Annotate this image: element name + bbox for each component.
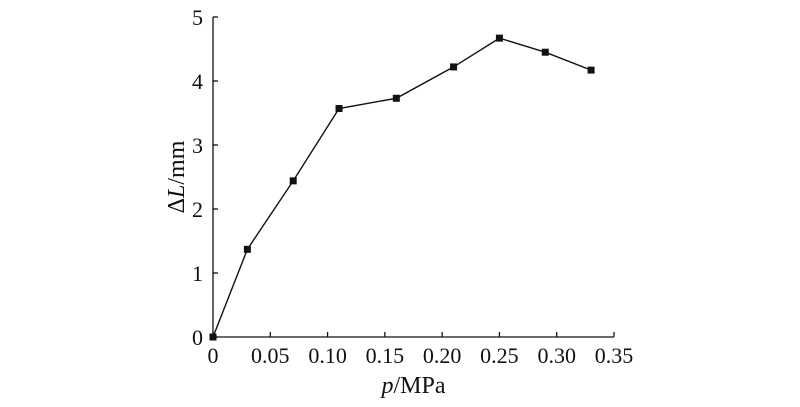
y-tick-label: 5 [192, 5, 203, 30]
data-point [495, 34, 503, 42]
y-tick-label: 0 [192, 325, 203, 350]
y-tick-label: 4 [192, 69, 203, 94]
x-tick-label: 0.35 [595, 343, 634, 368]
y-ticks: 0 1 2 3 4 5 [192, 5, 218, 350]
series-layer [209, 34, 595, 341]
axes [212, 17, 614, 338]
x-tick-label: 0.05 [251, 343, 290, 368]
series-line [212, 37, 592, 338]
x-tick-label: 0.20 [423, 343, 462, 368]
data-point [335, 105, 343, 113]
x-axis-label: p/MPa [379, 373, 445, 399]
y-tick-label: 1 [192, 261, 203, 286]
x-tick-label: 0 [208, 343, 219, 368]
data-point [209, 333, 217, 341]
x-tick-label: 0.15 [366, 343, 405, 368]
y-axis-label: ΔL/mm [164, 140, 190, 213]
y-axis-var: L [164, 185, 190, 199]
x-ticks: 0 0.05 0.10 0.15 0.20 0.25 0.30 0.35 [208, 332, 634, 368]
x-tick-label: 0.25 [480, 343, 519, 368]
y-tick-label: 3 [192, 133, 203, 158]
y-tick-label: 2 [192, 197, 203, 222]
data-point [587, 66, 595, 74]
data-point [289, 177, 297, 185]
x-tick-label: 0.30 [537, 343, 576, 368]
x-axis-var: p [379, 373, 393, 399]
data-point [450, 63, 458, 71]
x-axis-unit: /MPa [393, 373, 445, 399]
data-point [541, 48, 549, 56]
y-axis-prefix: Δ [164, 198, 190, 213]
x-tick-label: 0.10 [308, 343, 347, 368]
y-axis-unit: /mm [164, 140, 190, 184]
data-point [243, 245, 251, 253]
data-point [392, 94, 400, 102]
